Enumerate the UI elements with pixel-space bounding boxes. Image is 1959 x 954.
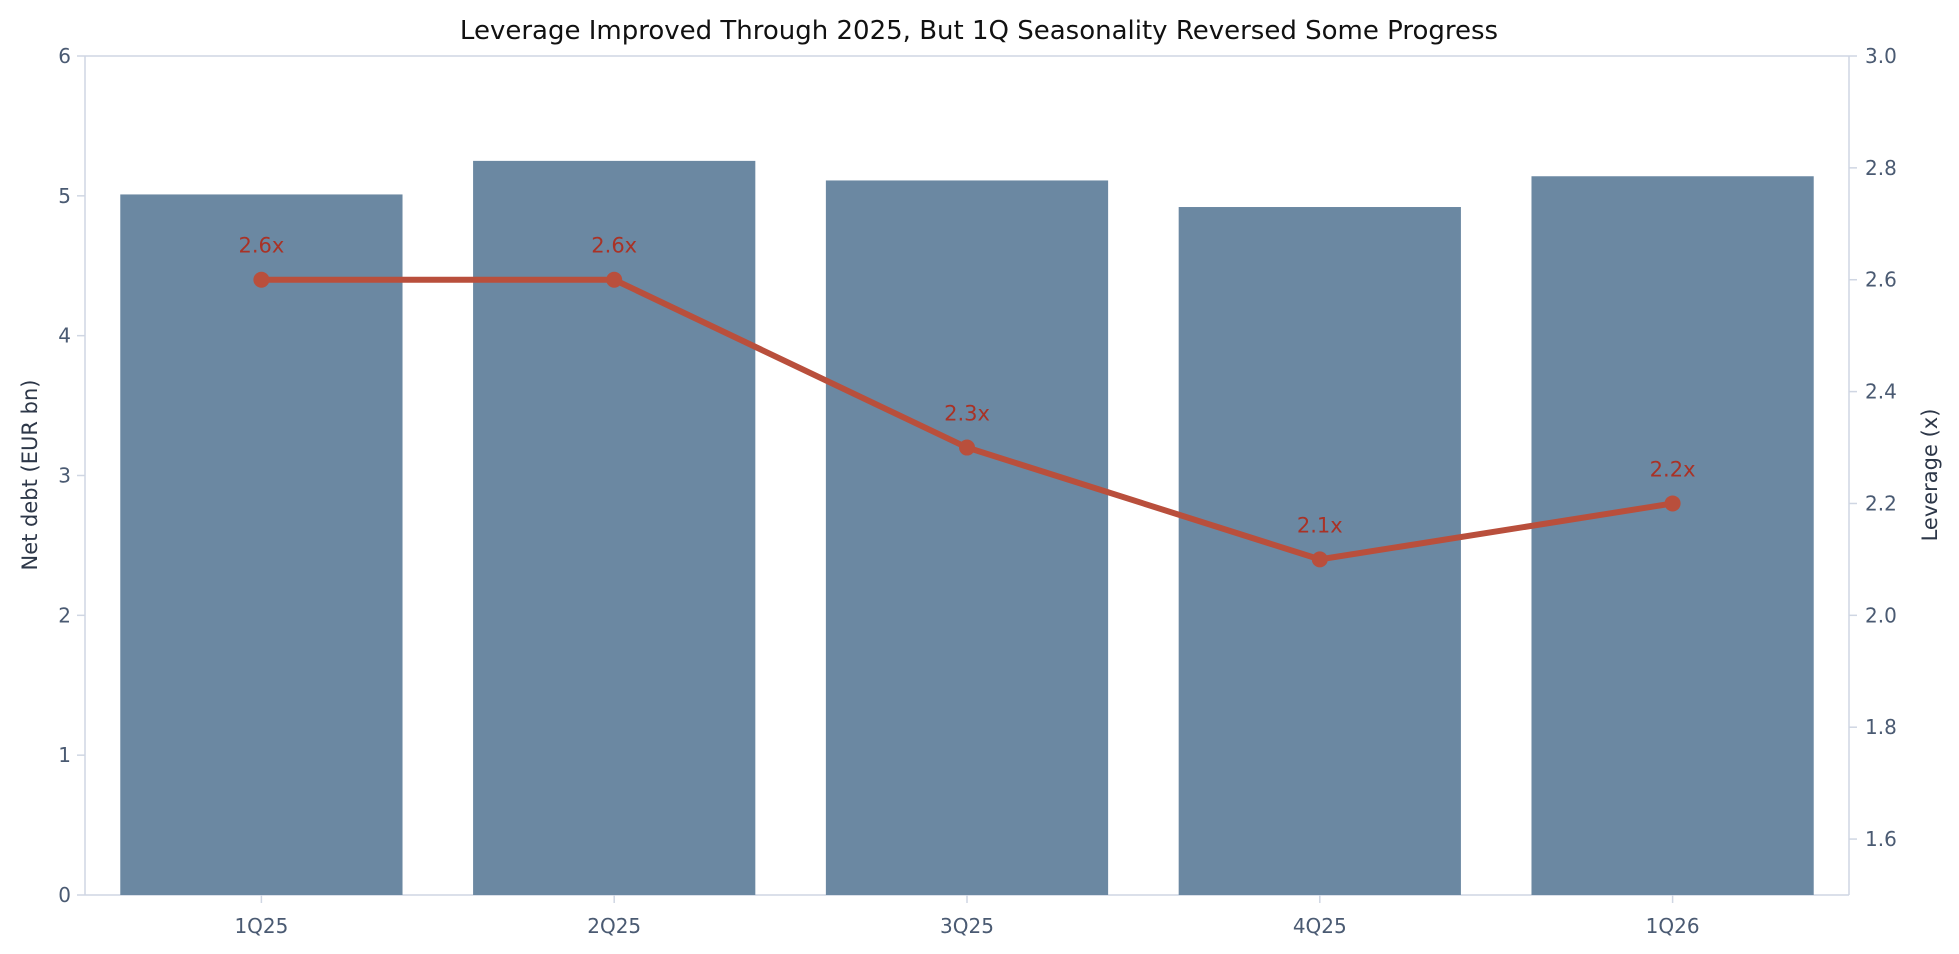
chart-title: Leverage Improved Through 2025, But 1Q S… [460, 16, 1498, 46]
right-tick-label: 2.0 [1865, 603, 1897, 627]
right-axis: 1.6 1.8 2.0 2.2 2.4 2.6 2.8 3.0 [1849, 44, 1897, 851]
left-tick-label: 0 [58, 883, 71, 907]
right-tick-label: 1.8 [1865, 715, 1897, 739]
right-tick-label: 2.6 [1865, 268, 1897, 292]
x-tick-label-4Q25: 4Q25 [1293, 914, 1347, 938]
y-axis-label-left: Net debt (EUR bn) [18, 380, 42, 571]
leverage-label-2Q25: 2.6x [591, 234, 637, 258]
bar-4Q25 [1178, 207, 1461, 895]
right-tick-label: 2.2 [1865, 491, 1897, 515]
left-tick-label: 1 [58, 743, 71, 767]
leverage-label-1Q26: 2.2x [1650, 457, 1696, 481]
x-tick-label-1Q26: 1Q26 [1646, 914, 1700, 938]
left-tick-label: 3 [58, 464, 71, 488]
leverage-point-3Q25 [959, 439, 975, 456]
right-tick-label: 1.6 [1865, 827, 1897, 851]
leverage-point-1Q25 [253, 271, 270, 288]
x-tick-label-2Q25: 2Q25 [587, 914, 641, 938]
leverage-point-2Q25 [606, 271, 623, 288]
bar-series [120, 160, 1814, 896]
bar-2Q25 [473, 160, 756, 895]
leverage-line-series: 2.6x 2.6x 2.3x 2.1x 2.2x [238, 234, 1696, 568]
right-tick-label: 3.0 [1865, 44, 1897, 68]
leverage-point-1Q26 [1664, 495, 1681, 512]
bar-3Q25 [825, 180, 1109, 895]
left-tick-label: 4 [58, 324, 71, 348]
y-axis-label-right: Leverage (x) [1918, 409, 1942, 542]
bar-1Q25 [120, 194, 403, 895]
leverage-point-4Q25 [1311, 551, 1328, 568]
leverage-label-4Q25: 2.1x [1297, 513, 1343, 537]
left-tick-label: 6 [58, 44, 71, 68]
x-axis: 1Q25 2Q25 3Q25 4Q25 1Q26 [234, 895, 1700, 938]
left-tick-label: 5 [58, 184, 71, 208]
leverage-label-3Q25: 2.3x [944, 402, 990, 426]
x-tick-label-1Q25: 1Q25 [234, 914, 288, 938]
leverage-label-1Q25: 2.6x [238, 234, 284, 258]
right-tick-label: 2.8 [1865, 156, 1897, 180]
right-tick-label: 2.4 [1865, 380, 1897, 404]
bar-1Q26 [1531, 176, 1814, 896]
left-tick-label: 2 [58, 603, 71, 627]
x-tick-label-3Q25: 3Q25 [940, 914, 994, 938]
left-axis: 0 1 2 3 4 5 6 [58, 44, 85, 907]
